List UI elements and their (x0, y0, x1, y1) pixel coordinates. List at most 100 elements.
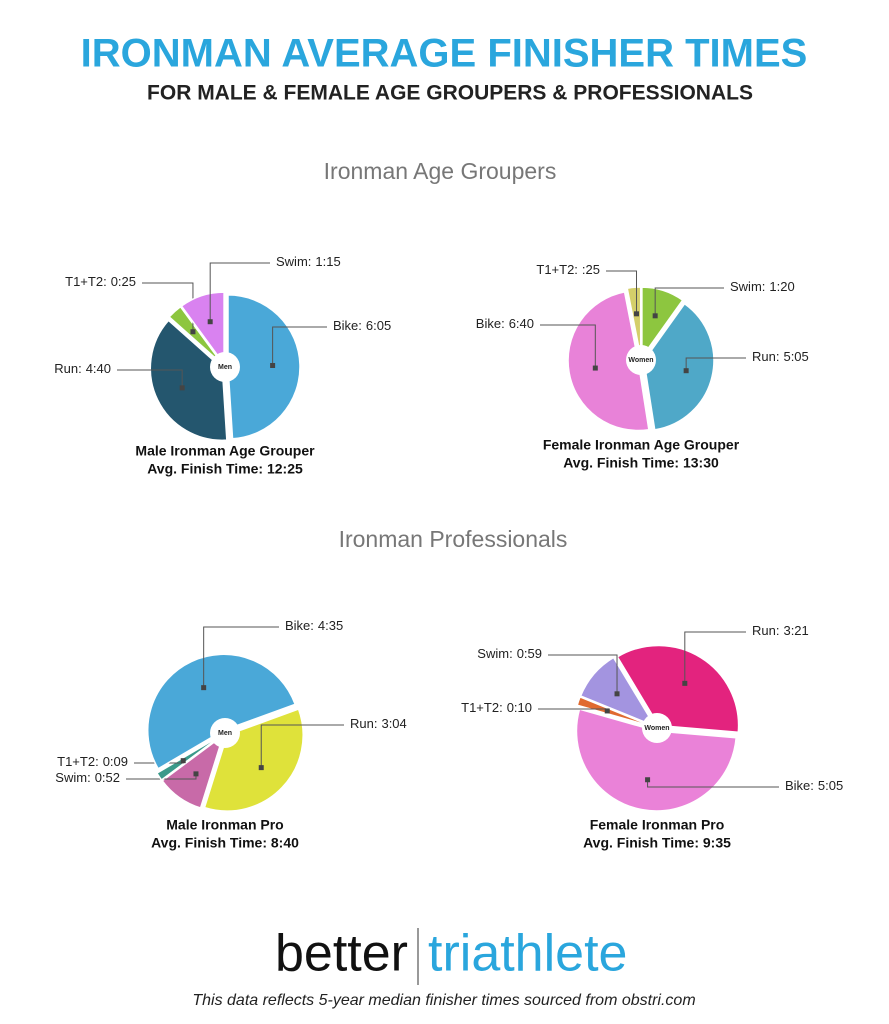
slice-label: T1+T2: :25 (536, 262, 600, 277)
pie-center (210, 352, 240, 382)
chart-subtitle: Avg. Finish Time: 8:40 (151, 835, 299, 851)
slice-label: T1+T2: 0:10 (461, 700, 532, 715)
slice-value: 5:05 (783, 349, 808, 364)
center-label: Men (218, 364, 232, 371)
slice-label: T1+T2: 0:25 (65, 274, 136, 289)
chart-title: Female Ironman Pro (590, 817, 725, 833)
pie-slice (155, 734, 223, 782)
leader-dot (180, 758, 186, 764)
leader-dot (592, 365, 598, 371)
slice-category: Swim: (477, 646, 512, 661)
leader-dot (614, 691, 620, 697)
leader-dot (207, 319, 213, 325)
slice-value: 4:40 (86, 361, 111, 376)
leader-dot (634, 311, 640, 317)
slice-value: 0:25 (111, 274, 136, 289)
slice-label: Run: 5:05 (752, 349, 809, 364)
slice-value: 0:59 (517, 646, 542, 661)
leader-line (272, 326, 327, 366)
slice-label: Swim: 0:59 (477, 646, 542, 661)
center-label: Women (628, 357, 653, 364)
main-subtitle: FOR MALE & FEMALE AGE GROUPERS & PROFESS… (147, 82, 753, 105)
slice-value: 0:09 (103, 754, 128, 769)
chart-subtitle: Avg. Finish Time: 13:30 (563, 455, 719, 471)
slice-category: Run: (752, 349, 779, 364)
slice-category: Bike: (785, 778, 814, 793)
pie-center (642, 713, 672, 743)
center-label: Women (644, 725, 669, 732)
slice-label: Swim: 0:52 (55, 770, 120, 785)
leader-line (684, 631, 746, 684)
pie-slice (616, 644, 740, 734)
chart-title: Male Ironman Age Grouper (135, 443, 315, 459)
slice-category: Swim: (730, 279, 765, 294)
pie-slice (180, 291, 225, 367)
pie-slice (567, 290, 650, 432)
slice-value: :25 (582, 262, 600, 277)
slice-category: T1+T2: (65, 274, 107, 289)
slice-label: Run: 3:04 (350, 716, 407, 731)
slice-category: T1+T2: (461, 700, 503, 715)
slice-label: Run: 4:40 (54, 361, 111, 376)
slice-category: Bike: (333, 318, 362, 333)
pie-center (626, 345, 656, 375)
slice-category: Run: (54, 361, 81, 376)
leader-dot (645, 777, 651, 783)
slice-category: Bike: (285, 618, 314, 633)
leader-line (260, 724, 344, 768)
slice-label: Swim: 1:20 (730, 279, 795, 294)
footer-note: This data reflects 5-year median finishe… (192, 992, 695, 1009)
leader-line (548, 654, 618, 694)
slice-category: Bike: (476, 316, 505, 331)
main-title: IRONMAN AVERAGE FINISHER TIMES (81, 32, 808, 76)
pie-slice (168, 305, 224, 366)
leader-line (209, 262, 270, 322)
leader-dot (683, 368, 689, 374)
slice-label: Bike: 4:35 (285, 618, 343, 633)
slice-value: 0:10 (507, 700, 532, 715)
slice-value: 0:52 (95, 770, 120, 785)
pie-slice (575, 708, 737, 812)
chart-subtitle: Avg. Finish Time: 12:25 (147, 461, 303, 477)
slice-category: Run: (350, 716, 377, 731)
leader-dot (652, 313, 658, 319)
logo-right: triathlete (428, 925, 627, 983)
pie-center (210, 718, 240, 748)
pie-slice (626, 286, 642, 358)
slice-label: Bike: 6:05 (333, 318, 391, 333)
pie-slice (227, 294, 301, 440)
slice-label: Swim: 1:15 (276, 254, 341, 269)
slice-label: T1+T2: 0:09 (57, 754, 128, 769)
slice-category: Swim: (55, 770, 90, 785)
leader-dot (270, 362, 276, 368)
slice-value: 3:04 (381, 716, 406, 731)
slice-label: Bike: 6:40 (476, 316, 534, 331)
slice-category: T1+T2: (536, 262, 578, 277)
leader-dot (190, 329, 196, 335)
leader-dot (604, 708, 610, 714)
leader-dot (682, 680, 688, 686)
slice-value: 5:05 (818, 778, 843, 793)
slice-category: T1+T2: (57, 754, 99, 769)
slice-category: Swim: (276, 254, 311, 269)
pie-slice (161, 733, 225, 809)
section-heading: Ironman Professionals (339, 526, 568, 552)
leader-dot (179, 385, 185, 391)
logo-left: better (275, 925, 408, 983)
slice-value: 1:15 (315, 254, 340, 269)
pie-slice (643, 302, 715, 431)
slice-value: 6:40 (509, 316, 534, 331)
leader-dot (193, 771, 199, 777)
slice-value: 3:21 (783, 623, 808, 638)
leader-dot (258, 765, 264, 771)
slice-value: 4:35 (318, 618, 343, 633)
pie-slice (149, 319, 228, 442)
chart-title: Female Ironman Age Grouper (543, 437, 740, 453)
leader-line (685, 357, 746, 371)
section-heading: Ironman Age Groupers (324, 158, 557, 184)
leader-line (117, 369, 183, 388)
chart-title: Male Ironman Pro (166, 817, 283, 833)
leader-line (606, 270, 638, 314)
